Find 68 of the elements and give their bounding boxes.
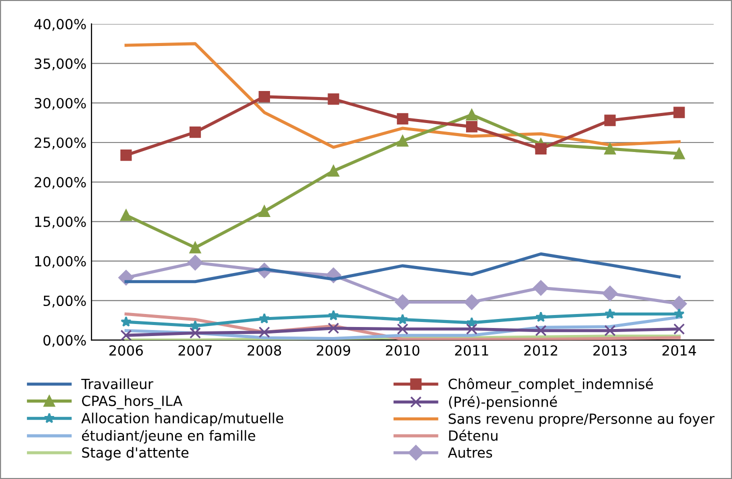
point xyxy=(535,311,546,322)
point xyxy=(190,126,201,138)
point xyxy=(466,121,478,132)
legend-label: étudiant/jeune en famille xyxy=(82,430,256,444)
legend-label: Sans revenu propre/Personne au foyer xyxy=(448,413,715,427)
point xyxy=(394,294,410,310)
point xyxy=(674,308,685,319)
point xyxy=(397,314,408,324)
legend-label: Stage d'attente xyxy=(82,447,188,460)
point xyxy=(120,330,132,340)
point xyxy=(673,323,685,335)
point xyxy=(187,254,203,270)
y-tick-label: 20,00% xyxy=(34,176,86,189)
y-tick-label: 15,00% xyxy=(35,216,86,228)
point xyxy=(533,280,549,296)
x-tick-label: 2012 xyxy=(524,345,558,356)
point xyxy=(190,327,201,339)
point xyxy=(396,135,408,147)
y-tick-label: 35,00% xyxy=(34,58,86,70)
legend-label: (Pré)-pensionné xyxy=(449,396,557,410)
point xyxy=(328,165,340,177)
legend-label: Travailleur xyxy=(81,378,154,390)
point xyxy=(258,326,270,338)
point xyxy=(602,286,618,302)
point xyxy=(671,296,687,312)
point xyxy=(466,323,478,335)
point xyxy=(328,310,339,320)
point xyxy=(604,114,616,126)
x-tick-label: 2010 xyxy=(386,345,420,356)
y-tick-label: 5,00% xyxy=(44,296,86,308)
y-tick-label: 0,00% xyxy=(43,335,86,347)
legend-label: Autres xyxy=(448,447,492,458)
legend-label: Détenu xyxy=(449,430,498,441)
legend-label: Allocation handicap/mutuelle xyxy=(81,412,284,426)
point xyxy=(673,106,685,118)
point xyxy=(604,143,616,155)
point xyxy=(535,324,547,336)
point xyxy=(258,206,270,217)
point xyxy=(328,322,340,334)
y-tick-label: 40,00% xyxy=(34,18,86,31)
point xyxy=(120,210,132,221)
x-tick-label: 2011 xyxy=(455,345,488,356)
point xyxy=(190,242,201,254)
point xyxy=(673,148,685,160)
y-tick-label: 25,00% xyxy=(34,137,86,150)
point xyxy=(328,93,340,105)
point xyxy=(258,90,270,102)
x-tick-label: 2007 xyxy=(178,345,212,356)
x-tick-label: 2013 xyxy=(593,345,627,356)
y-tick-label: 30,00% xyxy=(34,98,86,110)
x-tick-label: 2006 xyxy=(109,345,143,356)
point xyxy=(120,149,132,161)
legend-label: Chômeur_complet_indemnisé xyxy=(448,378,653,392)
point xyxy=(604,308,616,319)
point xyxy=(535,143,547,155)
point xyxy=(190,320,201,331)
point xyxy=(464,294,480,310)
point xyxy=(258,313,270,324)
x-tick-label: 2009 xyxy=(316,345,350,356)
point xyxy=(120,316,132,327)
point xyxy=(604,324,616,336)
legend-label: CPAS_hors_ILA xyxy=(82,395,182,410)
point xyxy=(396,113,408,124)
x-tick-label: 2014 xyxy=(662,345,696,356)
point xyxy=(396,323,408,335)
y-tick-label: 10,00% xyxy=(35,256,86,268)
point xyxy=(466,109,478,121)
x-tick-label: 2008 xyxy=(248,345,282,356)
